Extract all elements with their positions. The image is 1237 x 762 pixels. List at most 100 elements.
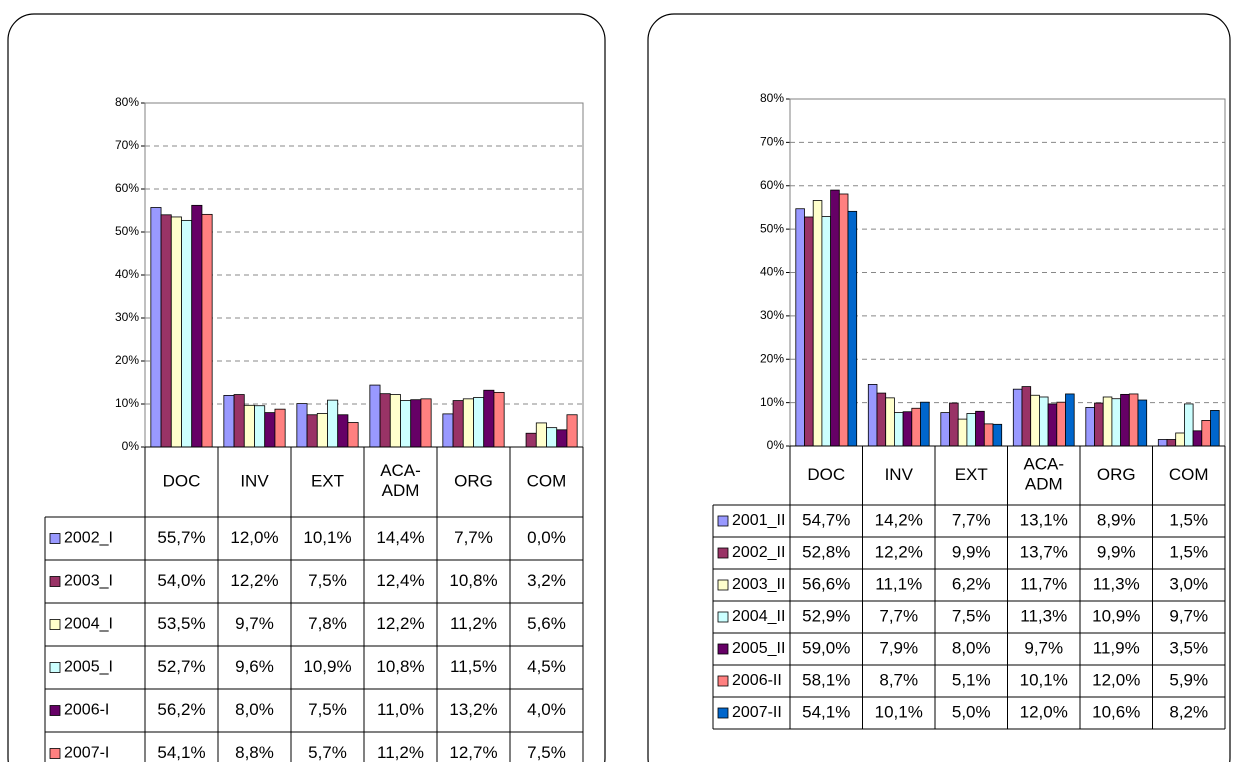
- bar: [369, 384, 381, 448]
- bar: [920, 401, 930, 447]
- bar: [254, 405, 266, 448]
- y-tick-label: 0%: [767, 438, 785, 452]
- data-label: 14,4%: [376, 528, 424, 547]
- x-tick-label: ORG: [454, 471, 493, 490]
- bar: [911, 407, 921, 447]
- bar: [1085, 406, 1095, 447]
- bar: [1137, 399, 1148, 447]
- y-tick-label: 30%: [115, 310, 139, 324]
- legend-label: 2007-I: [64, 745, 109, 762]
- bar: [876, 392, 887, 447]
- data-label: 54,1%: [157, 743, 205, 762]
- bar: [1157, 439, 1168, 447]
- data-label: 10,9%: [303, 657, 351, 676]
- data-label: 9,6%: [235, 657, 274, 676]
- legend-swatch: [49, 748, 61, 759]
- legend-swatch: [717, 611, 729, 623]
- y-tick-label: 70%: [115, 138, 139, 152]
- data-label: 55,7%: [157, 528, 205, 547]
- legend-swatch: [717, 675, 729, 687]
- legend-label: 2003_II: [732, 576, 785, 593]
- data-label: 11,2%: [450, 614, 497, 633]
- data-label: 53,5%: [157, 614, 205, 633]
- data-label: 59,0%: [802, 638, 850, 657]
- bar: [885, 397, 895, 447]
- bar: [410, 399, 422, 448]
- bar: [1012, 388, 1023, 447]
- data-label: 7,5%: [527, 743, 566, 762]
- data-label: 10,9%: [1092, 606, 1140, 625]
- legend-label: 2004_II: [732, 608, 785, 625]
- bar: [795, 208, 805, 447]
- bar: [867, 384, 878, 447]
- bar: [1047, 403, 1058, 447]
- data-label: 54,1%: [802, 702, 850, 721]
- data-label: 5,1%: [952, 670, 991, 689]
- data-label: 8,7%: [879, 670, 918, 689]
- data-label: 8,2%: [1169, 702, 1208, 721]
- legend-label: 2003_I: [64, 573, 113, 590]
- data-label: 13,1%: [1020, 510, 1068, 529]
- bar: [546, 427, 558, 448]
- data-label: 12,0%: [1092, 670, 1140, 689]
- bar: [525, 432, 537, 448]
- bar: [983, 423, 994, 447]
- bar: [243, 404, 255, 448]
- bar: [462, 398, 474, 448]
- data-label: 7,7%: [454, 528, 493, 547]
- y-tick-label: 40%: [760, 265, 784, 279]
- bar: [379, 393, 391, 448]
- bar: [992, 423, 1003, 447]
- bar: [327, 399, 339, 448]
- data-label: 0,0%: [527, 528, 566, 547]
- y-tick-label: 80%: [760, 91, 784, 105]
- data-label: 10,1%: [1020, 670, 1068, 689]
- bar: [316, 413, 328, 448]
- data-label: 12,0%: [230, 528, 278, 547]
- y-tick-label: 50%: [760, 221, 784, 235]
- bar: [420, 398, 432, 448]
- bar: [949, 402, 959, 447]
- bar: [902, 411, 913, 447]
- bar: [201, 213, 213, 448]
- bar: [830, 189, 840, 447]
- y-tick-label: 10%: [760, 395, 784, 409]
- data-label: 54,7%: [802, 510, 850, 529]
- data-label: 3,5%: [1169, 638, 1208, 657]
- bar: [1111, 398, 1122, 447]
- bar: [233, 394, 245, 448]
- data-label: 10,6%: [1092, 702, 1140, 721]
- bar: [170, 216, 182, 448]
- data-label: 8,0%: [235, 700, 274, 719]
- data-label: 14,2%: [875, 510, 923, 529]
- x-tick-label: ORG: [1097, 465, 1136, 484]
- legend-swatch: [49, 576, 61, 587]
- data-label: 11,3%: [1020, 606, 1067, 625]
- bar: [191, 204, 203, 448]
- bar: [1120, 393, 1130, 447]
- x-tick-label: COM: [527, 471, 567, 490]
- legend-swatch: [717, 579, 729, 591]
- data-label: 11,2%: [377, 743, 424, 762]
- bar: [347, 422, 359, 448]
- bar: [150, 207, 162, 448]
- chart-frame: [647, 13, 1231, 762]
- x-tick-label: ACA-ADM: [380, 461, 421, 500]
- data-label: 11,3%: [1093, 574, 1140, 593]
- bar: [847, 210, 858, 447]
- data-label: 12,4%: [376, 571, 424, 590]
- legend-swatch: [49, 619, 61, 630]
- data-label: 7,5%: [952, 606, 991, 625]
- data-label: 9,9%: [1097, 542, 1136, 561]
- data-label: 9,7%: [235, 614, 274, 633]
- data-label: 8,0%: [952, 638, 991, 657]
- bar: [940, 412, 950, 447]
- data-label: 54,0%: [157, 571, 205, 590]
- data-label: 1,5%: [1169, 542, 1208, 561]
- data-label: 9,7%: [1024, 638, 1063, 657]
- data-label: 7,5%: [308, 700, 347, 719]
- bar: [1175, 432, 1185, 447]
- data-label: 13,2%: [449, 700, 497, 719]
- data-label: 10,1%: [875, 702, 923, 721]
